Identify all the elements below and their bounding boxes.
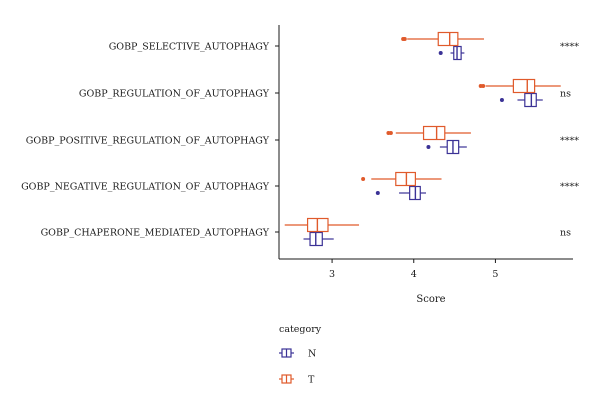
category-label: GOBP_CHAPERONE_MEDIATED_AUTOPHAGY bbox=[41, 228, 270, 239]
category-label: GOBP_NEGATIVE_REGULATION_OF_AUTOPHAGY bbox=[21, 182, 270, 193]
box-rect bbox=[422, 125, 446, 141]
x-tick-label: 4 bbox=[411, 269, 417, 280]
legend-label-t: T bbox=[308, 375, 315, 386]
box-t bbox=[284, 217, 360, 233]
x-tick-label: 3 bbox=[329, 269, 335, 280]
box-rect bbox=[437, 31, 459, 47]
outlier-point bbox=[481, 84, 486, 88]
significance-label: **** bbox=[560, 136, 579, 147]
outlier-point bbox=[375, 191, 380, 195]
significance-label: ns bbox=[560, 228, 571, 239]
legend-key-t bbox=[279, 374, 294, 384]
box-n bbox=[375, 185, 426, 201]
box-n bbox=[303, 231, 334, 247]
legend-key-n bbox=[279, 348, 294, 358]
category-label: GOBP_REGULATION_OF_AUTOPHAGY bbox=[79, 89, 270, 100]
x-axis-title: Score bbox=[416, 294, 445, 305]
outlier-point bbox=[499, 98, 504, 102]
labels-group: GOBP_SELECTIVE_AUTOPHAGY GOBP_REGULATION_… bbox=[21, 42, 579, 306]
boxes-group bbox=[284, 31, 561, 247]
box-n bbox=[426, 139, 467, 155]
box-n bbox=[499, 92, 543, 108]
significance-label: **** bbox=[560, 42, 579, 53]
significance-label: ns bbox=[560, 89, 571, 100]
legend: category N T bbox=[279, 324, 322, 386]
outlier-point bbox=[361, 177, 366, 181]
box-rect bbox=[524, 92, 537, 108]
x-tick-label: 5 bbox=[492, 269, 498, 280]
box-t bbox=[386, 125, 471, 141]
box-rect bbox=[395, 171, 416, 187]
box-t bbox=[478, 78, 561, 94]
category-label: GOBP_POSITIVE_REGULATION_OF_AUTOPHAGY bbox=[26, 136, 270, 147]
outlier-point bbox=[402, 37, 407, 41]
box-n bbox=[438, 45, 465, 61]
outlier-point bbox=[426, 145, 431, 149]
box-t bbox=[361, 171, 442, 187]
significance-label: **** bbox=[560, 182, 579, 193]
legend-label-n: N bbox=[308, 349, 316, 360]
box-t bbox=[401, 31, 484, 47]
box-rect bbox=[512, 78, 536, 94]
axes-group bbox=[275, 25, 573, 263]
outlier-point bbox=[388, 131, 393, 135]
category-label: GOBP_SELECTIVE_AUTOPHAGY bbox=[109, 42, 270, 53]
outlier-point bbox=[438, 51, 443, 55]
legend-title: category bbox=[279, 324, 322, 335]
